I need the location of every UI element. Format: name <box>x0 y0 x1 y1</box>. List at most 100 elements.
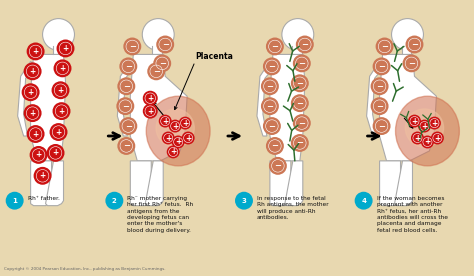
Circle shape <box>27 43 45 60</box>
Text: +: + <box>57 86 64 95</box>
Text: −: − <box>296 139 303 147</box>
Circle shape <box>119 117 137 135</box>
Circle shape <box>54 59 72 77</box>
Text: 3: 3 <box>242 198 246 204</box>
Circle shape <box>167 145 180 158</box>
Text: +: + <box>39 171 46 180</box>
Circle shape <box>43 18 74 51</box>
Circle shape <box>431 132 444 144</box>
Circle shape <box>235 192 253 210</box>
Circle shape <box>123 38 141 55</box>
Text: +: + <box>431 119 438 128</box>
Text: −: − <box>266 82 273 91</box>
Text: −: − <box>274 161 282 170</box>
Circle shape <box>373 117 391 135</box>
Circle shape <box>24 104 42 122</box>
Circle shape <box>293 54 311 72</box>
Text: +: + <box>162 116 168 126</box>
Circle shape <box>142 18 174 51</box>
Polygon shape <box>46 161 64 206</box>
Circle shape <box>266 38 284 55</box>
Text: −: − <box>378 121 385 131</box>
Text: −: − <box>408 59 415 68</box>
Circle shape <box>355 192 373 210</box>
Circle shape <box>169 120 182 132</box>
Circle shape <box>405 36 423 54</box>
Text: −: − <box>381 42 388 51</box>
Circle shape <box>56 39 74 57</box>
Circle shape <box>263 117 281 135</box>
Text: +: + <box>59 64 65 73</box>
Text: −: − <box>296 99 303 108</box>
Ellipse shape <box>405 109 444 147</box>
Polygon shape <box>145 161 163 206</box>
Text: +: + <box>53 148 59 157</box>
Text: +: + <box>175 137 181 147</box>
Text: −: − <box>298 119 305 128</box>
Text: +: + <box>170 147 176 156</box>
Polygon shape <box>118 61 135 136</box>
Circle shape <box>261 77 279 95</box>
Text: −: − <box>153 67 160 76</box>
Text: Copyright © 2004 Pearson Education, Inc., publishing as Benjamin Cummings.: Copyright © 2004 Pearson Education, Inc.… <box>4 267 165 271</box>
Text: +: + <box>182 119 188 128</box>
Text: −: − <box>376 82 383 91</box>
Circle shape <box>143 91 158 106</box>
Text: −: − <box>123 142 130 150</box>
Text: −: − <box>129 42 136 51</box>
Text: +: + <box>63 44 69 53</box>
Circle shape <box>428 116 441 129</box>
Circle shape <box>408 115 421 128</box>
Circle shape <box>24 62 42 80</box>
Text: −: − <box>125 62 132 71</box>
Text: +: + <box>434 134 440 142</box>
Polygon shape <box>130 54 187 161</box>
Circle shape <box>373 57 391 75</box>
Circle shape <box>266 137 284 155</box>
FancyBboxPatch shape <box>292 43 302 54</box>
Polygon shape <box>394 161 412 206</box>
Text: +: + <box>424 137 430 147</box>
Text: −: − <box>296 79 303 88</box>
Text: Rh⁺ father.: Rh⁺ father. <box>27 196 60 201</box>
Polygon shape <box>31 54 65 161</box>
Text: −: − <box>268 121 275 131</box>
Ellipse shape <box>156 109 194 147</box>
Circle shape <box>46 144 64 162</box>
Text: +: + <box>165 134 171 142</box>
Text: +: + <box>27 88 34 97</box>
Circle shape <box>159 115 172 128</box>
Circle shape <box>371 97 389 115</box>
Circle shape <box>421 136 434 148</box>
Polygon shape <box>18 61 36 136</box>
Circle shape <box>162 132 175 144</box>
Circle shape <box>411 132 424 144</box>
FancyBboxPatch shape <box>53 43 63 54</box>
Text: −: − <box>123 82 130 91</box>
Circle shape <box>291 94 309 112</box>
Polygon shape <box>257 61 275 136</box>
Text: +: + <box>147 107 154 116</box>
Circle shape <box>119 57 137 75</box>
Circle shape <box>182 132 195 144</box>
Text: Placenta: Placenta <box>195 52 233 61</box>
Polygon shape <box>380 161 401 206</box>
Polygon shape <box>380 54 437 161</box>
Text: −: − <box>411 40 418 49</box>
Text: −: − <box>378 62 385 71</box>
Text: −: − <box>266 102 273 111</box>
Text: −: − <box>122 102 129 111</box>
Circle shape <box>172 136 185 148</box>
Circle shape <box>375 38 393 55</box>
Circle shape <box>52 81 70 99</box>
Text: +: + <box>32 47 39 56</box>
Text: +: + <box>185 134 191 142</box>
Text: +: + <box>414 134 420 142</box>
Circle shape <box>27 125 45 143</box>
Polygon shape <box>285 161 303 206</box>
Circle shape <box>371 77 389 95</box>
Circle shape <box>143 104 158 119</box>
Circle shape <box>291 74 309 92</box>
Text: If the woman becomes
pregnant with another
Rh⁺ fetus, her anti-Rh
antibodies wil: If the woman becomes pregnant with anoth… <box>376 196 447 233</box>
Circle shape <box>116 97 134 115</box>
